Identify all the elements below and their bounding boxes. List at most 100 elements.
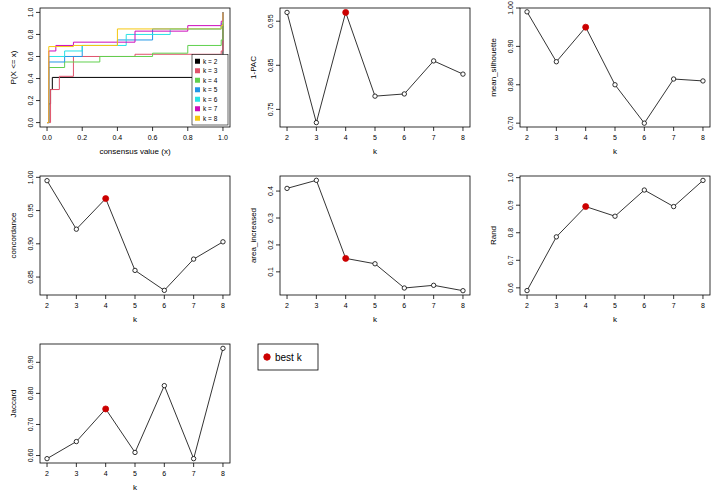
- legend-swatch: [195, 97, 200, 102]
- x-tick-label: 4: [104, 470, 108, 477]
- point: [402, 286, 406, 290]
- y-tick: [276, 109, 280, 110]
- y-tick-label: 0.9: [507, 200, 514, 210]
- x-tick-label: 2: [45, 302, 49, 309]
- y-tick-label: 0.4: [27, 74, 34, 84]
- x-tick-label: 2: [45, 470, 49, 477]
- legend-label: k = 8: [203, 115, 218, 122]
- legend-box: [258, 344, 318, 370]
- point: [461, 288, 465, 292]
- x-tick: [193, 463, 194, 467]
- point: [221, 240, 225, 244]
- x-tick: [644, 127, 645, 131]
- x-tick-label: 8: [221, 470, 225, 477]
- point: [554, 235, 558, 239]
- x-tick-label: 5: [133, 470, 137, 477]
- point: [74, 227, 78, 231]
- y-axis-title: area_increased: [249, 208, 258, 263]
- x-tick-label: 3: [74, 302, 78, 309]
- x-tick: [47, 295, 48, 299]
- x-tick: [462, 127, 463, 131]
- y-tick: [516, 177, 520, 178]
- y-tick-label: 1.0: [507, 173, 514, 183]
- x-tick-label: 6: [162, 470, 166, 477]
- point: [461, 72, 465, 76]
- background: [0, 0, 720, 504]
- x-tick-label: 0.8: [183, 134, 193, 141]
- point: [613, 214, 617, 218]
- point: [554, 60, 558, 64]
- x-axis-title: k: [613, 315, 618, 324]
- y-tick: [36, 210, 40, 211]
- x-tick: [375, 127, 376, 131]
- x-tick-label: 8: [461, 134, 465, 141]
- y-tick-label: 1.0: [27, 7, 34, 17]
- y-tick: [276, 65, 280, 66]
- y-tick-label: 0.90: [507, 39, 514, 53]
- x-tick-label: 3: [554, 302, 558, 309]
- plot-frame: [280, 8, 470, 127]
- point: [133, 450, 137, 454]
- y-tick: [516, 46, 520, 47]
- x-axis-title: k: [613, 147, 618, 156]
- y-tick-label: 1.00: [507, 1, 514, 15]
- y-tick: [36, 78, 40, 79]
- point: [221, 346, 225, 350]
- x-tick-label: 5: [613, 134, 617, 141]
- x-axis-title: k: [133, 483, 138, 492]
- x-tick-label: 4: [104, 302, 108, 309]
- legend-swatch: [195, 78, 200, 83]
- panel: 23456780.750.850.95k1-PAC: [249, 8, 470, 156]
- y-tick-label: 0.95: [27, 204, 34, 218]
- point: [45, 178, 49, 182]
- point: [525, 10, 529, 14]
- x-tick: [47, 463, 48, 467]
- x-tick: [152, 127, 153, 131]
- y-tick-label: 0.6: [507, 283, 514, 293]
- y-tick-label: 0.70: [27, 418, 34, 432]
- point: [314, 178, 318, 182]
- line: [287, 180, 463, 290]
- x-tick: [222, 463, 223, 467]
- data-layer: [525, 178, 705, 293]
- panel: 23456780.700.800.901.00kmean_silhouette: [489, 1, 710, 156]
- x-tick: [433, 295, 434, 299]
- x-axis-title: k: [373, 147, 378, 156]
- x-tick: [193, 295, 194, 299]
- legend-label: k = 2: [203, 58, 218, 65]
- y-tick: [276, 191, 280, 192]
- x-tick: [105, 463, 106, 467]
- y-tick: [36, 34, 40, 35]
- x-axis-title: consensus value (x): [99, 147, 170, 156]
- y-tick-label: 0.80: [507, 78, 514, 92]
- y-tick: [516, 260, 520, 261]
- y-tick: [36, 362, 40, 363]
- x-tick-label: 2: [525, 302, 529, 309]
- x-axis-title: k: [373, 315, 378, 324]
- x-tick: [47, 127, 48, 131]
- x-tick: [76, 295, 77, 299]
- plot-frame: [520, 8, 710, 127]
- point: [45, 456, 49, 460]
- y-tick: [36, 56, 40, 57]
- panel: 23456780.60.70.80.91.0kRand: [489, 173, 710, 324]
- y-tick: [36, 122, 40, 123]
- x-tick: [702, 295, 703, 299]
- legend-label: k = 4: [203, 77, 218, 84]
- y-tick: [516, 205, 520, 206]
- x-tick: [82, 127, 83, 131]
- x-tick: [462, 295, 463, 299]
- y-axis-title: P(X <= x): [9, 50, 18, 84]
- point: [402, 92, 406, 96]
- x-tick: [316, 127, 317, 131]
- x-tick: [375, 295, 376, 299]
- x-tick-label: 6: [642, 302, 646, 309]
- point: [431, 283, 435, 287]
- y-axis-title: Rand: [489, 226, 498, 245]
- y-tick: [36, 455, 40, 456]
- x-tick: [527, 127, 528, 131]
- x-tick-label: 3: [314, 302, 318, 309]
- x-tick: [135, 463, 136, 467]
- y-tick-label: 0.90: [27, 355, 34, 369]
- x-tick: [433, 127, 434, 131]
